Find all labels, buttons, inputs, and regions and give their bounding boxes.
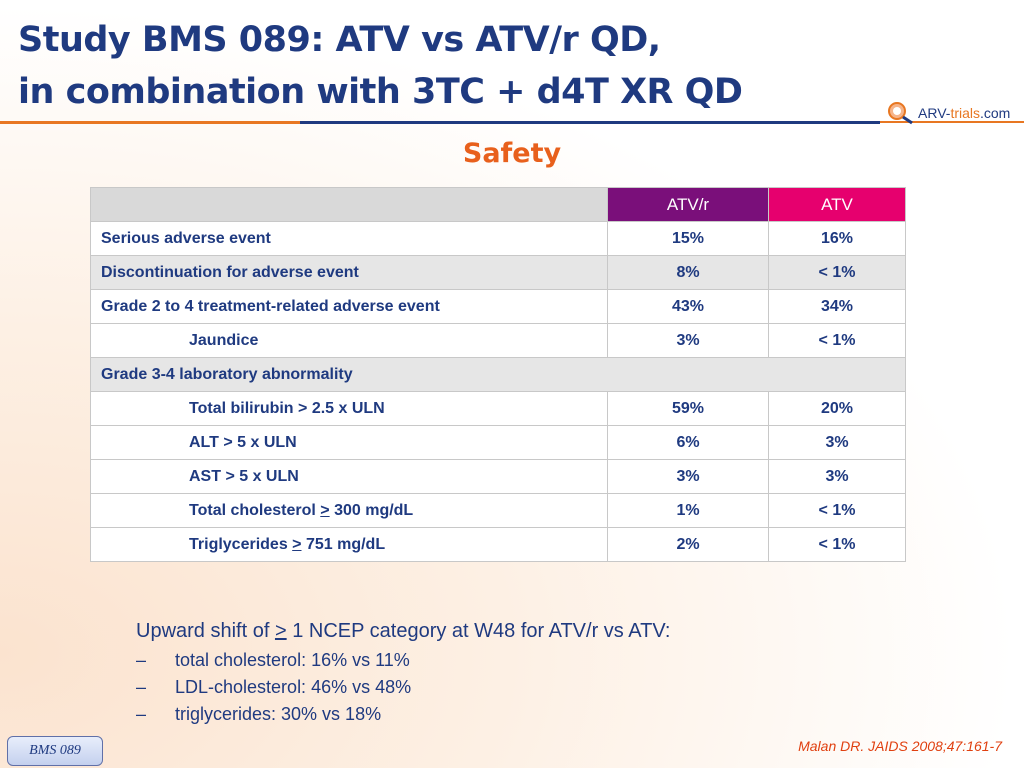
atvr-value: 15% [607, 221, 769, 256]
row-label: Discontinuation for adverse event [90, 255, 608, 290]
atvr-value: 3% [607, 323, 769, 358]
atv-value: < 1% [768, 255, 906, 290]
logo-magnifier-icon [888, 102, 913, 125]
table-row: Serious adverse event 15% 16% [90, 221, 906, 256]
ncep-notes: Upward shift of > 1 NCEP category at W48… [136, 620, 670, 728]
row-label: AST > 5 x ULN [90, 459, 608, 494]
table-header-row: ATV/r ATV [90, 187, 906, 222]
atvr-value: 43% [607, 289, 769, 324]
row-label: Jaundice [90, 323, 608, 358]
atv-value: 20% [768, 391, 906, 426]
row-label: Triglycerides > 751 mg/dL [90, 527, 608, 562]
table-section-row: Grade 3-4 laboratory abnormality [90, 357, 906, 392]
row-label: Total cholesterol > 300 mg/dL [90, 493, 608, 528]
title-rule-orange-right [880, 121, 1024, 123]
safety-table: ATV/r ATV Serious adverse event 15% 16% … [90, 187, 906, 562]
atv-value: < 1% [768, 323, 906, 358]
title-rule-blue [300, 121, 880, 124]
atvr-value: 6% [607, 425, 769, 460]
atv-value: < 1% [768, 527, 906, 562]
section-subtitle: Safety [462, 138, 562, 169]
slide-title: Study BMS 089: ATV vs ATV/r QD, in combi… [18, 14, 743, 118]
atv-value: 3% [768, 425, 906, 460]
notes-list: – total cholesterol: 16% vs 11% – LDL-chol… [136, 647, 670, 728]
atv-value: 3% [768, 459, 906, 494]
section-label: Grade 3-4 laboratory abnormality [90, 357, 906, 392]
notes-lead: Upward shift of > 1 NCEP category at W48… [136, 620, 671, 642]
row-label: Total bilirubin > 2.5 x ULN [90, 391, 608, 426]
header-atv: ATV [768, 187, 906, 222]
study-badge: BMS 089 [7, 736, 103, 766]
row-label: ALT > 5 x ULN [90, 425, 608, 460]
logo-text: ARV-trials.com [918, 105, 1011, 121]
title-rule-orange [0, 121, 300, 124]
atv-value: < 1% [768, 493, 906, 528]
table-row: Jaundice 3% < 1% [90, 323, 906, 358]
table-row: Discontinuation for adverse event 8% < 1… [90, 255, 906, 290]
table-row: AST > 5 x ULN 3% 3% [90, 459, 906, 494]
atvr-value: 1% [607, 493, 769, 528]
table-row: Triglycerides > 751 mg/dL 2% < 1% [90, 527, 906, 562]
table-row: Total bilirubin > 2.5 x ULN 59% 20% [90, 391, 906, 426]
atv-value: 16% [768, 221, 906, 256]
table-row: Grade 2 to 4 treatment-related adverse e… [90, 289, 906, 324]
atv-value: 34% [768, 289, 906, 324]
atvr-value: 2% [607, 527, 769, 562]
list-item: – LDL-cholesterol: 46% vs 48% [136, 677, 412, 697]
table-row: Total cholesterol > 300 mg/dL 1% < 1% [90, 493, 906, 528]
header-blank-cell [90, 187, 608, 222]
list-item: – triglycerides: 30% vs 18% [136, 704, 382, 724]
title-line-2: in combination with 3TC + d4T XR QD [18, 72, 743, 112]
list-item: – total cholesterol: 16% vs 11% [136, 650, 410, 670]
table-row: ALT > 5 x ULN 6% 3% [90, 425, 906, 460]
atvr-value: 3% [607, 459, 769, 494]
header-atvr: ATV/r [607, 187, 769, 222]
arv-trials-logo: ARV-trials.com [887, 98, 1010, 128]
atvr-value: 8% [607, 255, 769, 290]
row-label: Grade 2 to 4 treatment-related adverse e… [90, 289, 608, 324]
row-label: Serious adverse event [90, 221, 608, 256]
atvr-value: 59% [607, 391, 769, 426]
reference-citation: Malan DR. JAIDS 2008;47:161-7 [798, 738, 1002, 754]
title-line-1: Study BMS 089: ATV vs ATV/r QD, [18, 20, 661, 60]
